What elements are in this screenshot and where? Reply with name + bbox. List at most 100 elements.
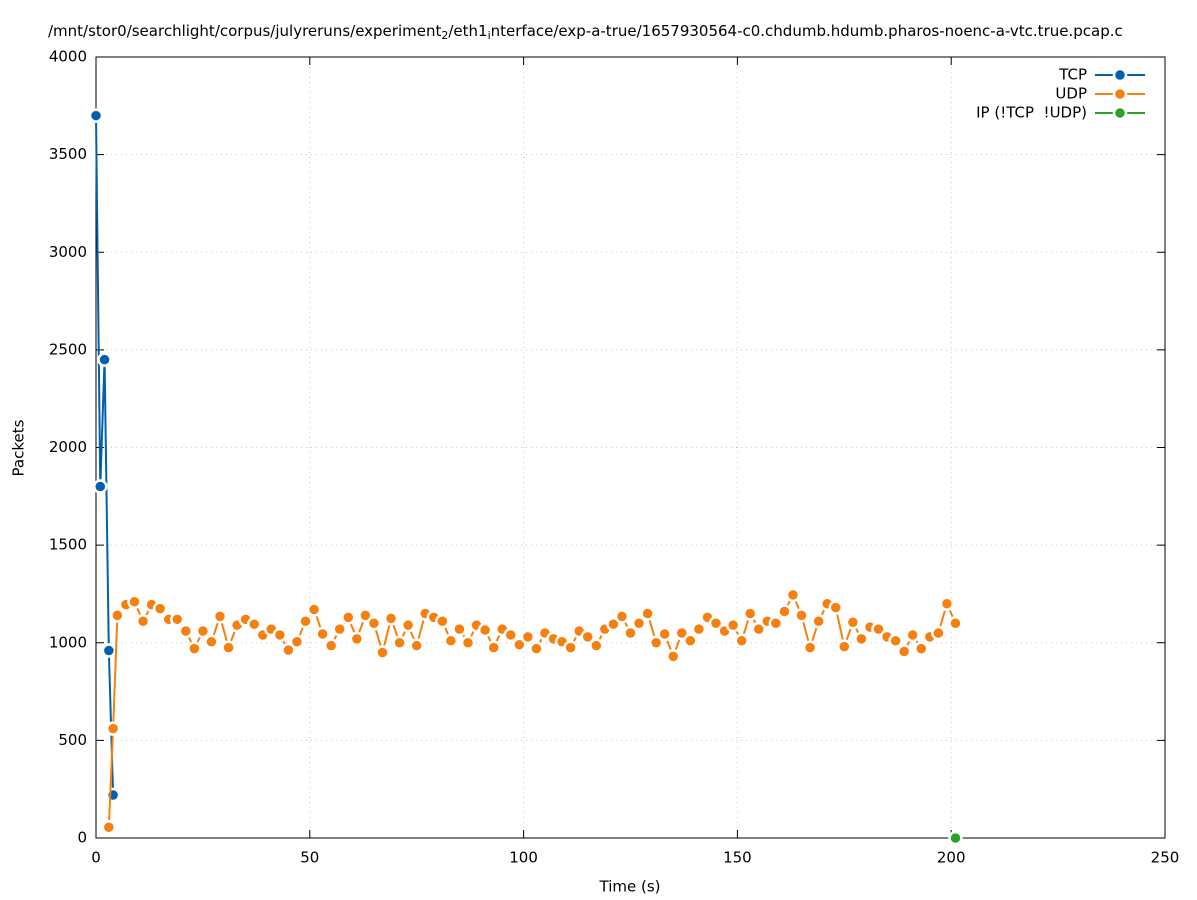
y-tick-label: 2000 bbox=[49, 438, 87, 456]
data-point bbox=[93, 479, 108, 494]
data-point bbox=[315, 626, 330, 642]
x-axis-label: Time (s) bbox=[599, 878, 661, 896]
data-point bbox=[375, 645, 390, 660]
data-point bbox=[135, 614, 151, 629]
data-point bbox=[512, 637, 527, 652]
x-tick-label: 250 bbox=[1151, 849, 1180, 867]
data-point bbox=[623, 625, 638, 641]
x-tick-label: 0 bbox=[91, 849, 101, 867]
data-point bbox=[708, 615, 724, 631]
data-point bbox=[794, 608, 809, 623]
data-point bbox=[871, 621, 886, 637]
data-point bbox=[520, 629, 536, 645]
y-tick-label: 2500 bbox=[49, 340, 87, 358]
legend-label: UDP bbox=[1055, 85, 1087, 103]
y-tick-label: 3000 bbox=[49, 243, 87, 261]
data-point bbox=[97, 352, 112, 367]
data-point bbox=[101, 820, 117, 835]
data-point bbox=[640, 606, 655, 621]
data-point bbox=[648, 635, 664, 650]
data-point bbox=[563, 640, 578, 655]
x-tick-label: 50 bbox=[300, 849, 319, 867]
data-point bbox=[948, 615, 963, 631]
title-subscript: i bbox=[488, 29, 491, 42]
y-tick-label: 1500 bbox=[49, 536, 87, 554]
data-point bbox=[751, 621, 767, 637]
data-point bbox=[837, 639, 852, 654]
y-tick-label: 3500 bbox=[49, 145, 87, 163]
data-point bbox=[358, 608, 373, 623]
data-point bbox=[281, 642, 296, 658]
data-point bbox=[939, 596, 955, 611]
data-point bbox=[854, 631, 869, 647]
data-point bbox=[452, 621, 467, 637]
data-point bbox=[725, 617, 741, 633]
data-point bbox=[631, 615, 647, 631]
data-point bbox=[460, 635, 476, 650]
data-point bbox=[443, 633, 459, 649]
x-tick-label: 200 bbox=[937, 849, 966, 867]
title-subscript: 2 bbox=[441, 29, 448, 42]
data-point bbox=[435, 614, 450, 629]
x-tick-label: 100 bbox=[509, 849, 538, 867]
data-point bbox=[683, 633, 698, 649]
data-point bbox=[734, 633, 749, 649]
data-point bbox=[178, 623, 194, 639]
data-point bbox=[221, 640, 236, 655]
data-point bbox=[828, 600, 843, 615]
legend-marker bbox=[1112, 105, 1128, 121]
data-point bbox=[657, 626, 672, 642]
data-point bbox=[948, 830, 963, 846]
data-point bbox=[383, 611, 399, 626]
y-tick-label: 1000 bbox=[49, 633, 87, 651]
data-point bbox=[742, 606, 758, 621]
data-point bbox=[306, 602, 322, 617]
title-part: /eth1 bbox=[448, 22, 487, 40]
chart-title: /mnt/stor0/searchlight/corpus/julyreruns… bbox=[48, 22, 1123, 43]
data-point bbox=[349, 631, 365, 647]
y-axis-label: Packets bbox=[10, 419, 28, 476]
y-tick-label: 0 bbox=[77, 829, 87, 847]
data-point bbox=[529, 641, 544, 656]
data-point bbox=[785, 587, 801, 603]
data-point bbox=[204, 634, 219, 650]
data-point bbox=[931, 625, 946, 641]
data-point bbox=[323, 638, 339, 653]
plot-frame bbox=[95, 56, 1166, 839]
data-point bbox=[674, 625, 690, 641]
data-point bbox=[896, 644, 912, 659]
data-point bbox=[409, 638, 424, 653]
data-point bbox=[905, 627, 920, 643]
data-point bbox=[105, 787, 121, 803]
data-point bbox=[914, 641, 929, 656]
data-point bbox=[777, 604, 792, 619]
series-line bbox=[95, 115, 115, 796]
data-point bbox=[88, 108, 104, 123]
title-part: /mnt/stor0/searchlight/corpus/julyreruns… bbox=[48, 22, 441, 40]
data-point bbox=[503, 627, 519, 643]
data-point bbox=[589, 638, 604, 653]
data-point bbox=[802, 640, 818, 655]
data-point bbox=[614, 609, 630, 624]
data-point bbox=[486, 640, 501, 655]
data-point bbox=[110, 608, 125, 623]
data-point bbox=[580, 629, 595, 645]
data-point bbox=[691, 621, 707, 637]
data-point bbox=[127, 594, 142, 609]
data-point bbox=[212, 609, 228, 624]
y-tick-label: 500 bbox=[58, 731, 87, 749]
data-point bbox=[187, 641, 202, 656]
data-point bbox=[400, 617, 416, 633]
data-point bbox=[169, 612, 185, 627]
data-point bbox=[477, 622, 493, 638]
data-point bbox=[272, 627, 288, 643]
data-point bbox=[768, 615, 784, 631]
legend-marker bbox=[1112, 67, 1128, 83]
data-point bbox=[666, 649, 681, 664]
data-point bbox=[105, 721, 121, 736]
title-part: nterface/exp-a-true/1657930564-c0.chdumb… bbox=[491, 22, 1123, 40]
data-point bbox=[888, 633, 903, 649]
legend-label: IP (!TCP !UDP) bbox=[976, 104, 1087, 122]
data-point bbox=[195, 623, 211, 639]
